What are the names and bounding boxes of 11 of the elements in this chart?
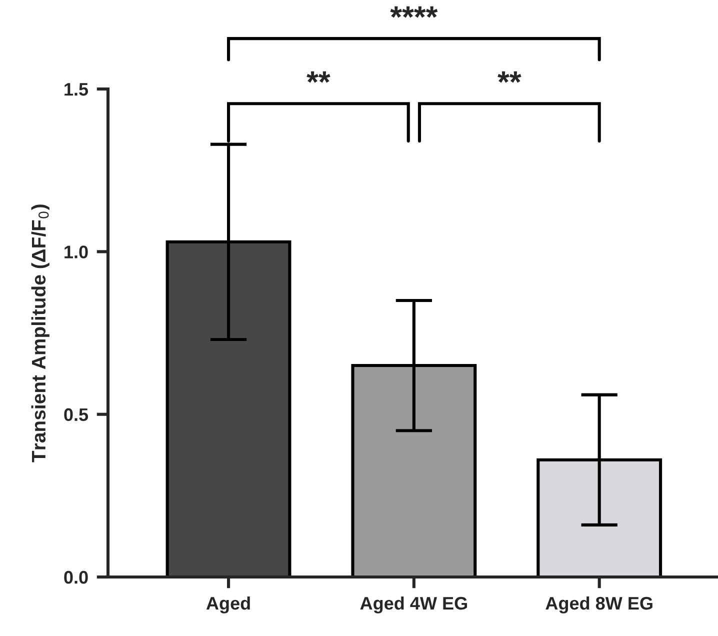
x-tick-label: Aged 4W EG [360, 596, 467, 614]
text: **** [390, 6, 438, 18]
y-tick-label: 1.5 [64, 83, 88, 96]
y-tick-label: 0.0 [64, 570, 88, 584]
y-tick-label: 0.5 [64, 408, 88, 422]
x-tick-label: Aged [206, 596, 250, 614]
text: ** [306, 71, 330, 83]
x-tick-label: Aged 8W EG [546, 596, 652, 614]
y-tick-label: 1.0 [64, 246, 88, 258]
y-axis-title: Transient Amplitude (ΔF/F$_{0}$) [31, 204, 50, 462]
text: ** [498, 71, 522, 83]
